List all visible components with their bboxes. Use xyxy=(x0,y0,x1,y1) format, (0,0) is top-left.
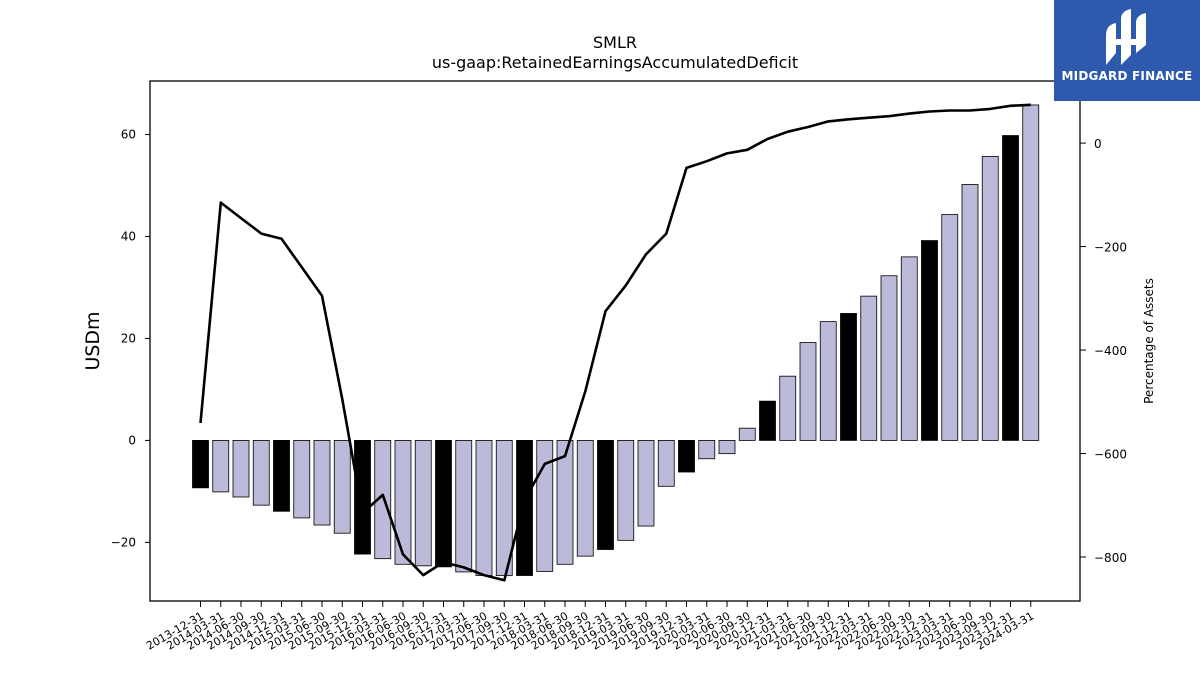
bar-2020-03-31 xyxy=(698,440,716,460)
bar-2016-03-31 xyxy=(374,440,392,560)
left-tick-label: 40 xyxy=(121,229,136,243)
bar-2022-03-31 xyxy=(860,295,878,441)
logo-mark-icon xyxy=(1106,9,1146,65)
right-tick-label: −200 xyxy=(1094,241,1127,255)
bar-2016-12-31 xyxy=(435,440,452,568)
chart-subtitle: us-gaap:RetainedEarningsAccumulatedDefic… xyxy=(432,53,798,72)
bar-2021-12-31 xyxy=(840,313,857,441)
bar-2023-03-31 xyxy=(941,214,959,441)
logo-text: MIDGARD FINANCE xyxy=(1061,69,1193,83)
bar-2017-06-30 xyxy=(475,440,493,576)
bar-2020-09-30 xyxy=(738,427,756,441)
bar-2020-12-31 xyxy=(759,400,776,441)
bar-2013-12-31 xyxy=(192,440,209,489)
bar-2024-03-31 xyxy=(1022,104,1040,441)
bar-2017-12-31 xyxy=(516,440,533,576)
left-axis-label: USDm xyxy=(82,311,104,370)
bar-2015-09-30 xyxy=(333,440,351,534)
bar-2014-03-31 xyxy=(212,440,230,493)
bar-2023-06-30 xyxy=(961,184,979,441)
bar-2015-03-31 xyxy=(293,440,311,519)
bar-2014-09-30 xyxy=(252,440,270,506)
right-tick-label: 0 xyxy=(1094,137,1102,151)
bar-2018-09-30 xyxy=(576,440,594,557)
line-series xyxy=(199,103,1031,582)
bar-2020-06-30 xyxy=(718,440,736,455)
bar-2018-12-31 xyxy=(597,440,614,550)
bar-2022-12-31 xyxy=(921,240,938,441)
chart-title: SMLR xyxy=(593,33,637,52)
left-axis: −20 0 20 40 60 xyxy=(111,128,150,549)
bar-2016-09-30 xyxy=(414,440,432,567)
midgard-finance-logo: MIDGARD FINANCE xyxy=(1054,0,1200,101)
bar-2018-03-31 xyxy=(536,440,554,572)
bar-2018-06-30 xyxy=(556,440,574,565)
x-axis: 2013-12-312014-03-312014-06-302014-09-30… xyxy=(144,601,1036,653)
bar-2023-12-31 xyxy=(1002,135,1019,441)
bar-2019-12-31 xyxy=(678,440,695,473)
percentage-of-assets-line xyxy=(199,103,1031,582)
bar-2014-06-30 xyxy=(232,440,250,498)
left-tick-label: 20 xyxy=(121,331,136,345)
right-tick-label: −600 xyxy=(1094,448,1127,462)
left-tick-label: 0 xyxy=(128,433,136,447)
right-tick-label: −400 xyxy=(1094,344,1127,358)
bar-2022-06-30 xyxy=(880,275,898,441)
bar-2023-09-30 xyxy=(981,156,999,441)
bar-2014-12-31 xyxy=(273,440,290,512)
bar-2016-06-30 xyxy=(394,440,412,565)
plot-frame xyxy=(149,80,1081,602)
bar-2021-03-31 xyxy=(779,375,797,441)
right-axis-label: Percentage of Assets xyxy=(1142,278,1156,404)
right-tick-label: −800 xyxy=(1094,551,1127,565)
bar-2017-03-31 xyxy=(455,440,473,573)
bar-2019-09-30 xyxy=(657,440,675,487)
left-tick-label: 60 xyxy=(121,128,136,142)
bar-2019-06-30 xyxy=(637,440,655,527)
bar-2022-09-30 xyxy=(900,256,918,441)
bar-2015-06-30 xyxy=(313,440,331,526)
bar-2021-06-30 xyxy=(799,342,817,441)
right-axis: −800 −600 −400 −200 0 xyxy=(1080,137,1127,565)
bar-2021-09-30 xyxy=(819,321,837,441)
bar-2019-03-31 xyxy=(617,440,635,541)
bar-series xyxy=(192,104,1040,576)
left-tick-label: −20 xyxy=(111,535,136,549)
bar-2015-12-31 xyxy=(354,440,371,555)
